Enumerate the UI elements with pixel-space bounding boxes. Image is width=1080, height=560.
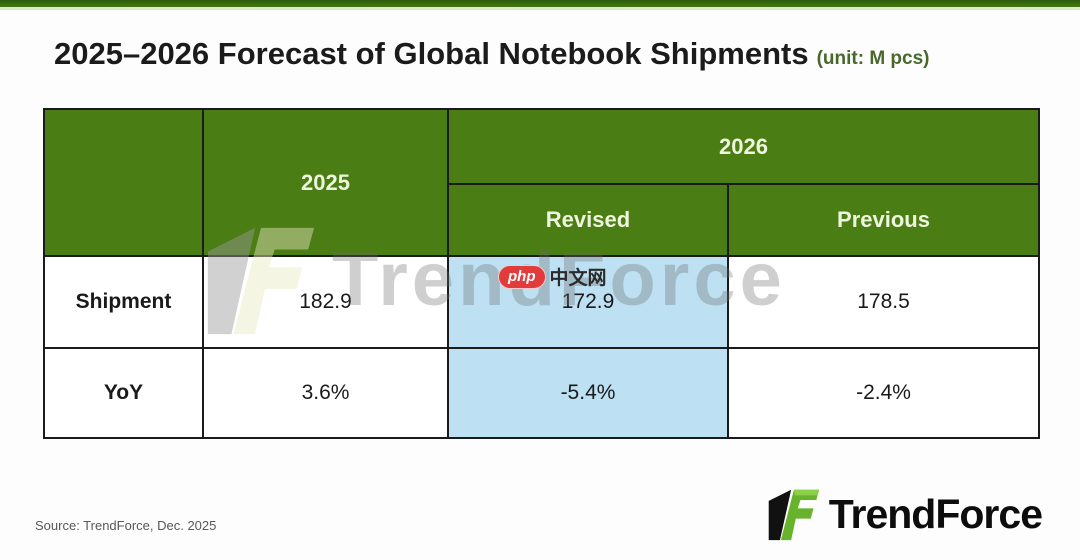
title-row: 2025–2026 Forecast of Global Notebook Sh… <box>54 36 1044 72</box>
row-label-shipment: Shipment <box>43 255 204 349</box>
table-row-shipment: Shipment 182.9 172.9 178.5 <box>43 255 1041 349</box>
header-2025: 2025 <box>202 108 449 257</box>
trendforce-brand-logo: TrendForce <box>765 486 1043 542</box>
shipment-2025-value: 182.9 <box>202 255 449 349</box>
yoy-2026-previous-value: -2.4% <box>726 347 1041 439</box>
shipment-2026-revised-value: 172.9 <box>447 255 729 349</box>
php-site-watermark: php 中文网 <box>498 263 607 290</box>
trendforce-logo-icon <box>768 489 819 541</box>
forecast-table-wrap: 2025 2026 Revised Previous Shipment 182.… <box>43 108 1041 439</box>
yoy-2025-value: 3.6% <box>202 347 449 439</box>
unit-label: (unit: M pcs) <box>816 48 930 69</box>
page-title: 2025–2026 Forecast of Global Notebook Sh… <box>54 36 809 71</box>
table-row-yoy: YoY 3.6% -5.4% -2.4% <box>43 347 1041 439</box>
php-badge-suffix: 中文网 <box>549 268 607 289</box>
top-accent-bar <box>0 0 1080 10</box>
shipment-2026-previous-value: 178.5 <box>726 255 1041 349</box>
php-badge-icon: php <box>498 264 546 289</box>
forecast-table: 2025 2026 Revised Previous Shipment 182.… <box>43 108 1041 439</box>
header-revised: Revised <box>447 183 729 257</box>
corner-cell <box>43 108 204 257</box>
source-note: Source: TrendForce, Dec. 2025 <box>35 518 217 533</box>
row-label-yoy: YoY <box>43 347 204 439</box>
header-previous: Previous <box>726 183 1041 257</box>
yoy-2026-revised-value: -5.4% <box>447 347 729 439</box>
brand-logo-text: TrendForce <box>828 490 1043 537</box>
header-2026: 2026 <box>446 108 1041 185</box>
